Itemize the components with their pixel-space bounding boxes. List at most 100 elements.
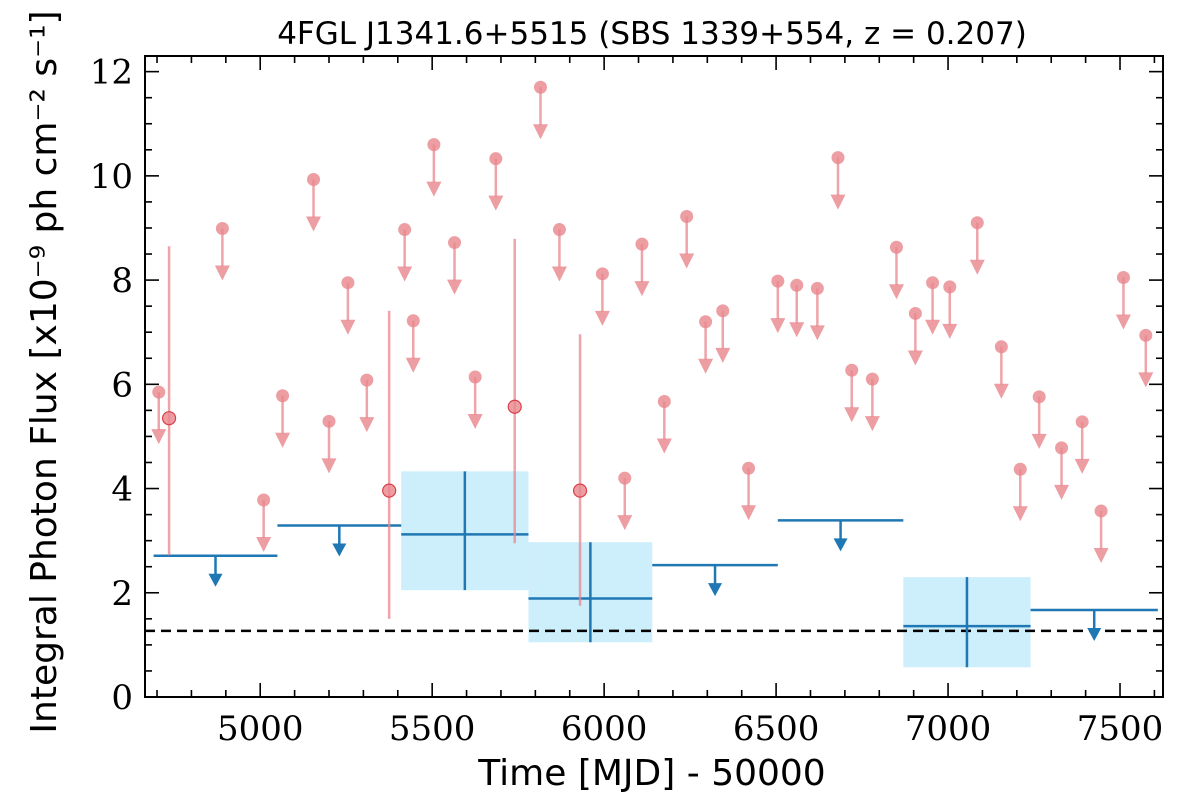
- short-bin-upper-limit-arrow: [321, 458, 337, 474]
- short-bin-upper-limit-arrow: [907, 350, 923, 366]
- short-bin-upper-limit-point: [468, 370, 482, 384]
- short-bin-upper-limit-point: [360, 373, 374, 387]
- short-bin-upper-limit-point: [257, 493, 271, 507]
- short-bin-upper-limit-point: [926, 276, 940, 290]
- short-bin-upper-limit-arrow: [594, 310, 610, 326]
- short-bin-upper-limit-arrow: [397, 266, 413, 282]
- short-bin-upper-limit-point: [448, 236, 462, 250]
- short-bin-upper-limit-arrow: [1138, 372, 1154, 388]
- y-tick-label: 12: [90, 53, 133, 93]
- short-bin-upper-limit-arrow: [741, 505, 757, 521]
- short-bin-upper-limit-point: [552, 223, 566, 237]
- x-tick-label: 5000: [217, 709, 304, 749]
- short-bin-upper-limit-arrow: [426, 181, 442, 197]
- short-bin-upper-limit-point: [716, 304, 730, 318]
- short-bin-upper-limit-arrow: [1054, 484, 1070, 500]
- short-bin-upper-limit-point: [1116, 270, 1130, 284]
- short-bin-upper-limit-point: [865, 372, 879, 386]
- short-bin-upper-limit-point: [398, 223, 412, 237]
- short-bin-upper-limit-point: [1055, 441, 1069, 455]
- short-bin-upper-limit-point: [970, 216, 984, 230]
- short-bin-upper-limit-arrow: [306, 216, 322, 232]
- x-tick-label: 7500: [1077, 709, 1164, 749]
- y-tick-label: 8: [111, 261, 133, 301]
- short-bin-upper-limit-arrow: [1074, 458, 1090, 474]
- short-bin-upper-limit-point: [994, 340, 1008, 354]
- short-bin-upper-limit-arrow: [467, 414, 483, 430]
- short-bin-upper-limit-arrow: [789, 322, 805, 338]
- y-tick-label: 10: [90, 157, 133, 197]
- short-bin-upper-limit-arrow: [1093, 547, 1109, 563]
- y-tick-label: 6: [111, 365, 133, 405]
- short-bin-upper-limit-arrow: [715, 347, 731, 363]
- short-bin-upper-limit-point: [657, 395, 671, 409]
- y-tick-label: 2: [111, 574, 133, 614]
- short-bin-upper-limit-point: [595, 267, 609, 281]
- short-bin-upper-limit-arrow: [533, 124, 549, 140]
- y-tick-label: 0: [111, 678, 133, 718]
- x-tick-label: 6500: [733, 709, 820, 749]
- short-bin-upper-limit-point: [1139, 328, 1153, 342]
- short-bin-upper-limit-arrow: [656, 438, 672, 454]
- short-bin-upper-limit-arrow: [551, 266, 567, 282]
- short-bin-upper-limit-point: [341, 276, 355, 290]
- long-bin-upper-limit-arrow: [208, 573, 223, 587]
- x-axis-label: Time [MJD] - 50000: [477, 753, 825, 794]
- short-bin-upper-limit-arrow: [447, 279, 463, 295]
- short-bin-upper-limit-point: [810, 281, 824, 295]
- chart-title: 4FGL J1341.6+5515 (SBS 1339+554, z = 0.2…: [277, 16, 1027, 52]
- short-bin-upper-limit-arrow: [925, 319, 941, 335]
- plot-frame: [144, 55, 1164, 698]
- short-bin-upper-limit-arrow: [634, 281, 650, 297]
- short-bin-upper-limit-arrow: [844, 407, 860, 423]
- long-bin-upper-limit-arrow: [833, 538, 848, 552]
- short-bin-upper-limit-point: [215, 221, 229, 235]
- short-bin-upper-limit-arrow: [359, 417, 375, 433]
- short-bin-detection-point: [572, 483, 588, 498]
- short-bin-upper-limit-arrow: [488, 195, 504, 211]
- short-bin-upper-limit-point: [889, 240, 903, 254]
- short-bin-detection-point: [382, 483, 397, 498]
- short-bin-upper-limit-point: [742, 461, 756, 475]
- short-bin-upper-limit-point: [1075, 415, 1089, 429]
- y-tick-label: 4: [111, 470, 133, 510]
- short-bin-upper-limit-point: [406, 314, 420, 328]
- short-bin-upper-limit-arrow: [679, 253, 695, 269]
- long-bin-upper-limit-arrow: [1087, 627, 1102, 641]
- short-bin-upper-limit-arrow: [1115, 314, 1131, 330]
- short-bin-upper-limit-arrow: [809, 325, 825, 341]
- short-bin-upper-limit-point: [845, 363, 859, 377]
- short-bin-upper-limit-arrow: [942, 323, 958, 339]
- short-bin-upper-limit-arrow: [617, 515, 633, 531]
- y-axis-label: Integral Photon Flux [x10⁻⁹ ph cm⁻² s⁻¹]: [24, 10, 65, 733]
- short-bin-upper-limit-arrow: [256, 537, 272, 553]
- short-bin-upper-limit-point: [635, 237, 649, 251]
- short-bin-upper-limit-arrow: [275, 432, 291, 448]
- short-bin-upper-limit-arrow: [969, 259, 985, 275]
- short-bin-upper-limit-point: [307, 173, 321, 187]
- short-bin-upper-limit-point: [908, 306, 922, 320]
- short-bin-upper-limit-arrow: [864, 416, 880, 432]
- short-bin-upper-limit-point: [322, 414, 336, 428]
- short-bin-upper-limit-point: [831, 151, 845, 165]
- short-bin-upper-limit-point: [1094, 504, 1108, 518]
- x-tick-label: 6000: [561, 709, 648, 749]
- short-bin-upper-limit-point: [1032, 390, 1046, 404]
- long-bin-upper-limit-arrow: [708, 583, 723, 597]
- short-bin-upper-limit-point: [152, 385, 166, 399]
- short-bin-upper-limit-arrow: [151, 429, 167, 445]
- short-bin-upper-limit-arrow: [340, 319, 356, 335]
- short-bin-upper-limit-point: [1013, 462, 1027, 476]
- short-bin-upper-limit-point: [790, 278, 804, 292]
- short-bin-detection-point: [161, 411, 177, 426]
- short-bin-upper-limit-arrow: [888, 284, 904, 300]
- short-bin-upper-limit-point: [489, 152, 503, 166]
- short-bin-upper-limit-point: [699, 315, 713, 329]
- short-bin-upper-limit-point: [680, 210, 694, 224]
- long-bin-upper-limit-arrow: [332, 543, 347, 557]
- short-bin-upper-limit-point: [618, 471, 632, 485]
- short-bin-detection-point: [507, 399, 522, 414]
- short-bin-upper-limit-arrow: [698, 358, 714, 374]
- short-bin-upper-limit-point: [943, 280, 957, 294]
